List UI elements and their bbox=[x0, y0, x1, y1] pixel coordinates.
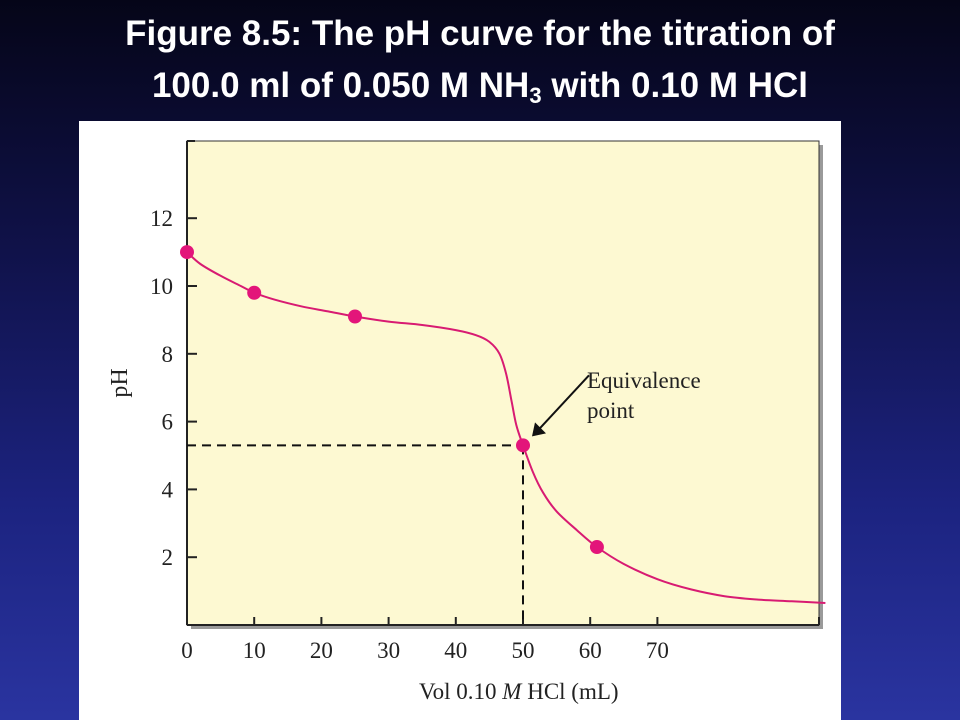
y-tick-label-4: 4 bbox=[162, 477, 174, 502]
plot-area bbox=[186, 140, 820, 626]
title-line-2-prefix: 100.0 ml of 0.050 M NH bbox=[151, 66, 530, 105]
title-line-2-suffix: with 0.10 M HCl bbox=[541, 66, 809, 105]
x-tick-label-0: 0 bbox=[181, 638, 193, 663]
x-tick-label-60: 60 bbox=[579, 638, 602, 663]
x-axis-label-italic: M bbox=[501, 679, 523, 704]
title-subscript: 3 bbox=[529, 83, 542, 108]
y-axis-label: pH bbox=[107, 368, 133, 397]
x-tick-label-40: 40 bbox=[444, 638, 467, 663]
marker-layer bbox=[180, 245, 604, 555]
annotation-layer: Equivalence point bbox=[532, 368, 701, 437]
x-axis-label: Vol 0.10 M HCl (mL) bbox=[419, 679, 619, 704]
title-line-1: Figure 8.5: The pH curve for the titrati… bbox=[125, 14, 835, 53]
y-tick-label-10: 10 bbox=[150, 274, 173, 299]
data-point-1 bbox=[180, 245, 194, 260]
x-tick-label-30: 30 bbox=[377, 638, 400, 663]
data-point-5 bbox=[589, 540, 604, 555]
x-tick-label-20: 20 bbox=[310, 638, 333, 663]
slide-title: Figure 8.5: The pH curve for the titrati… bbox=[0, 8, 960, 112]
x-tick-label-70: 70 bbox=[646, 638, 669, 663]
x-axis-label-prefix: Vol 0.10 bbox=[419, 679, 502, 704]
titration-chart: 0 10 20 30 40 50 60 70 2 4 6 8 10 12 Equivalence poin… bbox=[107, 140, 826, 704]
annotation-line-1: Equivalence bbox=[587, 368, 701, 393]
data-point-4 bbox=[516, 438, 530, 453]
titration-curve bbox=[186, 251, 826, 604]
y-tick-label-12: 12 bbox=[150, 206, 173, 231]
x-tick-label-10: 10 bbox=[243, 638, 266, 663]
title-line-2: 100.0 ml of 0.050 M NH3 with 0.10 M HCl bbox=[0, 60, 960, 112]
annotation-arrow-head bbox=[532, 422, 546, 437]
y-tick-label-2: 2 bbox=[162, 545, 174, 570]
data-point-2 bbox=[247, 285, 262, 300]
y-tick-label-6: 6 bbox=[162, 410, 174, 435]
curve-layer bbox=[186, 251, 826, 604]
annotation-line-2: point bbox=[587, 398, 635, 423]
x-axis-label-suffix: HCl (mL) bbox=[521, 679, 618, 704]
annotation-arrow-shaft bbox=[537, 374, 590, 432]
x-tick-label-50: 50 bbox=[512, 638, 535, 663]
equivalence-guides bbox=[187, 444, 524, 625]
axes bbox=[186, 140, 820, 626]
figure-panel: 0 10 20 30 40 50 60 70 2 4 6 8 10 12 Equivalence poin… bbox=[79, 121, 841, 720]
y-tick-label-8: 8 bbox=[162, 342, 174, 367]
data-point-3 bbox=[348, 309, 362, 324]
tick-labels: 0 10 20 30 40 50 60 70 2 4 6 8 10 12 bbox=[150, 206, 669, 663]
